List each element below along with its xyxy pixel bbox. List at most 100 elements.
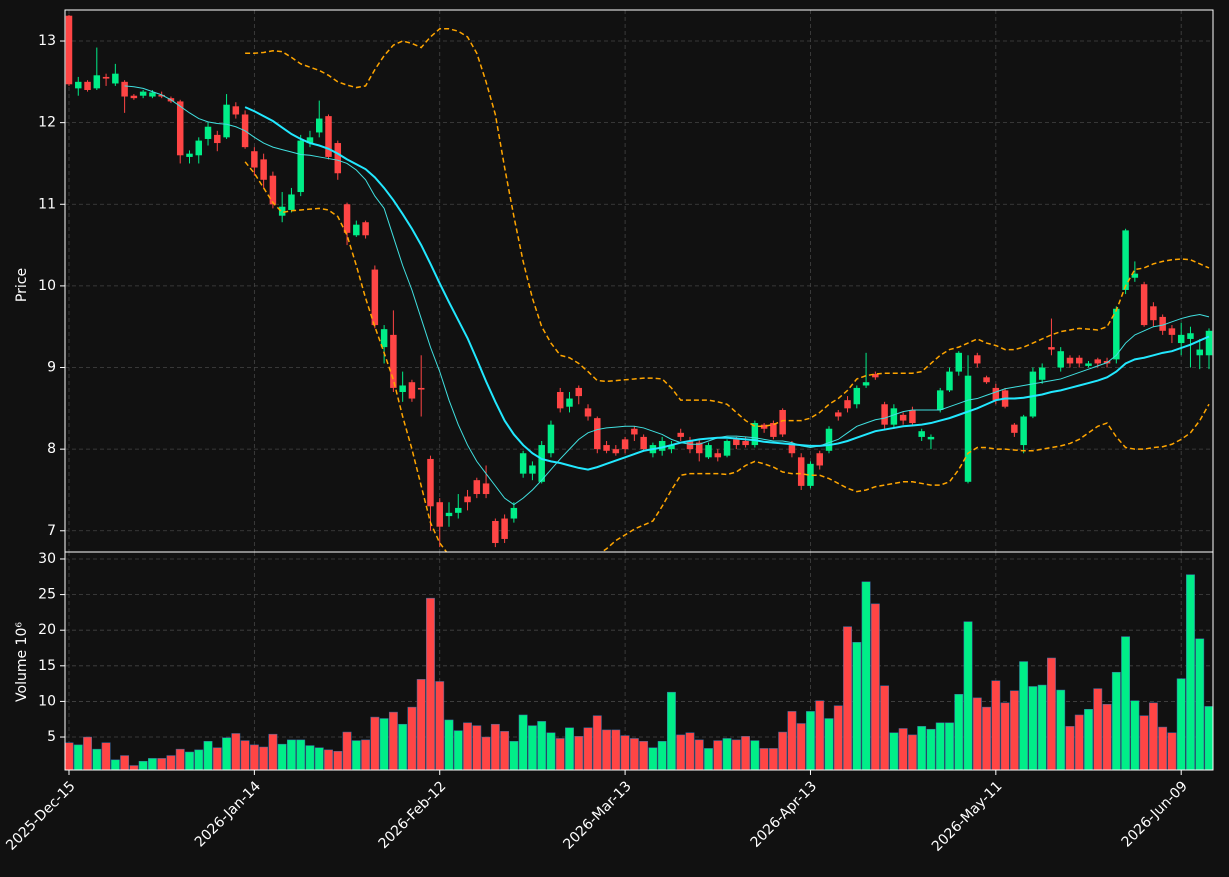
candle-body	[427, 458, 434, 507]
volume-bar	[880, 685, 890, 770]
candle-body	[974, 355, 981, 364]
volume-bar	[1195, 638, 1205, 770]
volume-bar	[416, 679, 426, 770]
volume-bar	[259, 746, 269, 770]
candle-body	[1205, 330, 1213, 356]
volume-bar	[843, 626, 852, 770]
candle-body	[696, 442, 703, 454]
volume-bar	[555, 738, 565, 770]
candle-body	[464, 496, 471, 503]
candle-body	[575, 387, 582, 397]
volume-bar	[1084, 709, 1093, 770]
candle-body	[946, 371, 953, 391]
volume-bar	[305, 745, 315, 770]
volume-bar	[833, 705, 843, 770]
candle-body	[455, 507, 462, 513]
volume-bar	[444, 719, 454, 770]
candle-body	[1187, 333, 1194, 339]
volume-bar	[185, 751, 194, 770]
y-tick-label: 7	[47, 523, 56, 539]
volume-bar	[546, 732, 556, 770]
volume-bar	[110, 759, 120, 770]
candle-body	[751, 423, 759, 446]
candle-body	[594, 418, 601, 450]
volume-bar	[490, 723, 500, 770]
volume-bar	[694, 739, 704, 770]
volume-axis-label: Volume 10⁶	[14, 622, 30, 702]
volume-bar	[453, 730, 463, 770]
candle-body	[983, 377, 990, 383]
candle-body	[1177, 334, 1185, 344]
price-axis-label: Price	[14, 268, 30, 302]
candle-body	[1038, 367, 1046, 380]
candle-body	[176, 101, 184, 156]
volume-bar	[388, 711, 398, 770]
candle-body	[788, 445, 796, 454]
volume-bar	[1111, 671, 1121, 770]
volume-bar	[351, 740, 361, 770]
candle-body	[371, 269, 379, 326]
candle-body	[139, 91, 147, 96]
y-tick-label: 30	[38, 551, 56, 567]
volume-bar	[1028, 686, 1038, 770]
candle-body	[334, 143, 342, 174]
volume-bar	[287, 739, 296, 770]
candle-body	[380, 329, 388, 348]
candle-body	[316, 118, 323, 133]
volume-bar	[518, 714, 528, 770]
volume-bar	[750, 740, 760, 770]
candle-body	[770, 423, 777, 437]
candle-body	[1159, 316, 1166, 331]
candle-body	[362, 222, 369, 236]
candle-body	[742, 440, 749, 446]
candle-body	[195, 140, 202, 156]
candle-body	[519, 453, 527, 474]
volume-bar	[1000, 702, 1010, 770]
volume-bar	[1009, 690, 1019, 770]
candle-body	[214, 134, 221, 144]
candle-body	[862, 382, 870, 386]
candle-body	[223, 104, 230, 138]
candle-body	[121, 81, 128, 97]
candle-body	[658, 440, 666, 451]
volume-bar	[527, 725, 537, 770]
y-tick-label: 10	[38, 693, 56, 709]
candle-body	[102, 76, 110, 79]
candle-body	[927, 436, 935, 440]
candle-body	[872, 374, 879, 378]
volume-bar	[537, 721, 547, 770]
volume-bar	[1121, 636, 1131, 770]
candle-body	[964, 375, 972, 482]
volume-bar	[917, 726, 927, 770]
volume-bar	[1065, 726, 1075, 770]
volume-bar	[65, 742, 74, 770]
candle-body	[186, 153, 193, 157]
candle-body	[705, 445, 712, 458]
volume-bar	[982, 706, 991, 770]
candle-body	[482, 483, 490, 495]
candle-body	[816, 453, 823, 466]
candle-body	[417, 387, 425, 390]
candle-body	[779, 409, 786, 435]
volume-bar	[147, 758, 157, 770]
volume-bar	[1158, 726, 1168, 770]
volume-bar	[565, 727, 574, 770]
candle-body	[714, 453, 722, 458]
volume-bar	[954, 694, 964, 770]
y-tick-label: 20	[38, 622, 56, 638]
volume-bar	[676, 734, 686, 770]
volume-bar	[268, 733, 278, 770]
volume-bar	[741, 736, 751, 770]
candle-body	[603, 445, 610, 451]
volume-bar	[685, 732, 695, 770]
volume-bar	[203, 741, 213, 770]
y-tick-label: 25	[38, 587, 56, 603]
volume-bar	[222, 737, 231, 770]
volume-bar	[667, 691, 676, 770]
candle-body	[844, 400, 851, 409]
volume-bar	[1148, 702, 1158, 770]
volume-bar	[407, 706, 417, 770]
volume-bar	[73, 744, 83, 770]
